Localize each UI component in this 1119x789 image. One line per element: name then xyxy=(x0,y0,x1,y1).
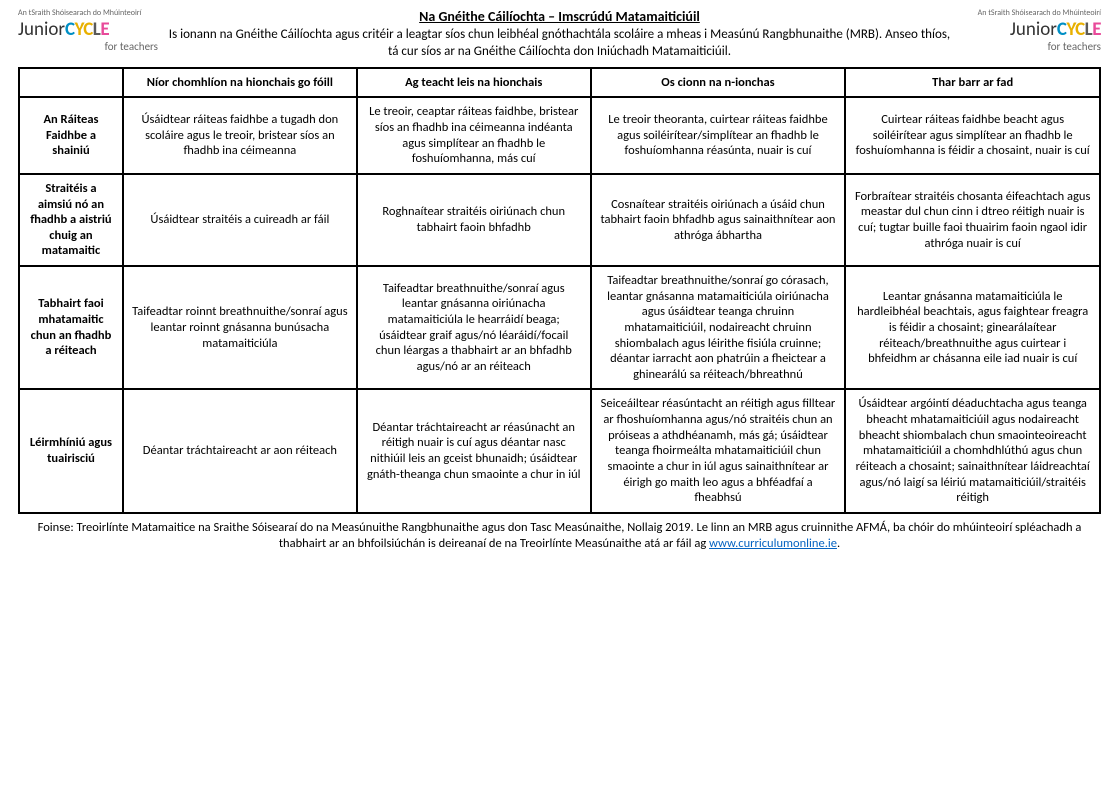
footer-text-suffix: . xyxy=(837,536,840,551)
footer-link[interactable]: www.curriculumonline.ie xyxy=(709,536,837,551)
logo-top-tagline: An tSraith Shóisearach do Mhúinteoirí xyxy=(18,8,141,18)
logo-top-tagline: An tSraith Shóisearach do Mhúinteoirí xyxy=(978,8,1101,18)
logo-wordmark: JuniorCYCLE xyxy=(1010,20,1101,39)
cell: Taifeadtar roinnt breathnuithe/sonraí ag… xyxy=(123,266,357,389)
col-header-1: Níor chomhlíon na hionchais go fóill xyxy=(123,68,357,98)
header-center: Na Gnéithe Cáilíochta – Imscrúdú Matamai… xyxy=(158,8,961,61)
cell: Leantar gnásanna matamaiticiúla le hardl… xyxy=(845,266,1100,389)
cell: Úsáidtear ráiteas faidhbe a tugadh don s… xyxy=(123,97,357,174)
table-row: Léirmhíniú agus tuairisciú Déantar trách… xyxy=(19,389,1100,512)
rubric-table: Níor chomhlíon na hionchais go fóill Ag … xyxy=(18,67,1101,514)
cell: Taifeadtar breathnuithe/sonraí agus lean… xyxy=(357,266,591,389)
logo-left: An tSraith Shóisearach do Mhúinteoirí Ju… xyxy=(18,8,158,53)
table-header-row: Níor chomhlíon na hionchais go fóill Ag … xyxy=(19,68,1100,98)
table-row: Straitéis a aimsiú nó an fhadhb a aistri… xyxy=(19,174,1100,266)
table-row: Tabhairt faoi mhatamaitic chun an fhadhb… xyxy=(19,266,1100,389)
logo-bottom-tagline: for teachers xyxy=(105,40,158,53)
cell: Roghnaítear straitéis oiriúnach chun tab… xyxy=(357,174,591,266)
cell: Úsáidtear argóintí déaduchtacha agus tea… xyxy=(845,389,1100,512)
row-label: An Ráiteas Faidhbe a shainiú xyxy=(19,97,123,174)
col-header-4: Thar barr ar fad xyxy=(845,68,1100,98)
logo-wordmark: JuniorCYCLE xyxy=(18,20,109,39)
page-title: Na Gnéithe Cáilíochta – Imscrúdú Matamai… xyxy=(168,8,951,25)
cell: Seiceáiltear réasúntacht an réitigh agus… xyxy=(591,389,846,512)
page-header: An tSraith Shóisearach do Mhúinteoirí Ju… xyxy=(18,8,1101,61)
logo-bottom-tagline: for teachers xyxy=(1048,40,1101,53)
row-label: Tabhairt faoi mhatamaitic chun an fhadhb… xyxy=(19,266,123,389)
cell: Le treoir theoranta, cuirtear ráiteas fa… xyxy=(591,97,846,174)
col-header-3: Os cionn na n-ionchas xyxy=(591,68,846,98)
col-header-2: Ag teacht leis na hionchais xyxy=(357,68,591,98)
row-label: Straitéis a aimsiú nó an fhadhb a aistri… xyxy=(19,174,123,266)
cell: Déantar tráchtaireacht ar aon réiteach xyxy=(123,389,357,512)
cell: Cosnaítear straitéis oiriúnach a úsáid c… xyxy=(591,174,846,266)
table-row: An Ráiteas Faidhbe a shainiú Úsáidtear r… xyxy=(19,97,1100,174)
cell: Le treoir, ceaptar ráiteas faidhbe, bris… xyxy=(357,97,591,174)
logo-right: An tSraith Shóisearach do Mhúinteoirí Ju… xyxy=(961,8,1101,53)
col-header-blank xyxy=(19,68,123,98)
cell: Taifeadtar breathnuithe/sonraí go córasa… xyxy=(591,266,846,389)
footer-text-prefix: Foinse: Treoirlínte Matamaitice na Srait… xyxy=(38,520,1082,551)
cell: Déantar tráchtaireacht ar réasúnacht an … xyxy=(357,389,591,512)
cell: Cuirtear ráiteas faidhbe beacht agus soi… xyxy=(845,97,1100,174)
row-label: Léirmhíniú agus tuairisciú xyxy=(19,389,123,512)
footer: Foinse: Treoirlínte Matamaitice na Srait… xyxy=(18,520,1101,553)
page-subtitle: Is ionann na Gnéithe Cáilíochta agus cri… xyxy=(168,27,951,61)
cell: Úsáidtear straitéis a cuireadh ar fáil xyxy=(123,174,357,266)
cell: Forbraítear straitéis chosanta éifeachta… xyxy=(845,174,1100,266)
